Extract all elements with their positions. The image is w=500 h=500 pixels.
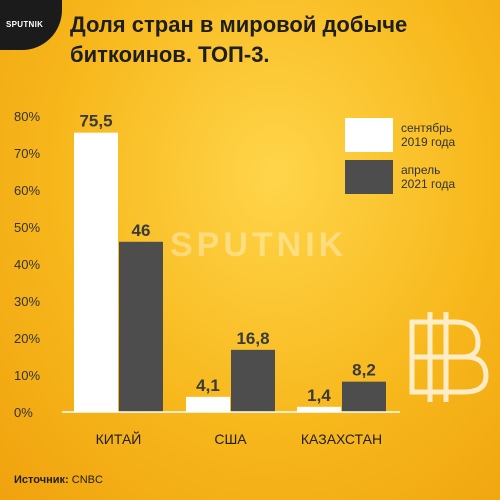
source-label: Источник:	[14, 474, 69, 486]
bar-usa-2021	[231, 349, 275, 412]
value-label-kazakhstan-2019: 1,4	[307, 386, 331, 405]
y-tick-label: 30%	[14, 294, 40, 309]
bar-kazakhstan-2021	[342, 381, 386, 412]
legend-label-2021: апрель 2021 года	[401, 163, 481, 191]
y-tick-label: 20%	[14, 331, 40, 346]
y-tick-label: 80%	[14, 109, 40, 124]
legend-2021-line2: 2021 года	[401, 177, 456, 191]
y-tick-label: 70%	[14, 146, 40, 161]
legend-2019-line2: 2019 года	[401, 135, 456, 149]
bitcoin-icon	[409, 312, 489, 402]
category-label-usa: США	[214, 431, 247, 447]
source-value: CNBC	[71, 474, 103, 486]
bar-china-2021	[119, 241, 163, 412]
category-label-kazakhstan: КАЗАХСТАН	[301, 431, 382, 447]
logo-text: SPUTNIK	[6, 20, 44, 29]
legend-item-2021: апрель 2021 года	[345, 160, 481, 194]
value-label-china-2021: 46	[132, 221, 151, 240]
legend-2019-line1: сентябрь	[401, 121, 453, 135]
value-label-china-2019: 75,5	[79, 112, 112, 131]
legend-swatch-2021	[345, 160, 393, 194]
y-tick-label: 10%	[14, 368, 40, 383]
category-label-china: КИТАЙ	[96, 430, 142, 447]
value-label-usa-2021: 16,8	[236, 329, 269, 348]
page-title: Доля стран в мировой добыче биткоинов. Т…	[70, 12, 408, 67]
legend-2021-line1: апрель	[401, 163, 441, 177]
watermark: SPUTNIK	[170, 226, 348, 264]
y-tick-label: 40%	[14, 257, 40, 272]
y-tick-label: 60%	[14, 183, 40, 198]
legend-label-2019: сентябрь 2019 года	[401, 121, 481, 149]
value-label-kazakhstan-2021: 8,2	[352, 361, 376, 380]
bar-china-2019	[74, 132, 118, 412]
legend-item-2019: сентябрь 2019 года	[345, 118, 481, 152]
y-tick-label: 50%	[14, 220, 40, 235]
value-label-usa-2019: 4,1	[196, 376, 220, 395]
bar-usa-2019	[186, 396, 230, 412]
y-tick-label: 0%	[14, 405, 33, 420]
bar-kazakhstan-2019	[297, 406, 341, 412]
source-note: Источник: CNBC	[14, 474, 103, 486]
sputnik-logo: SPUTNIK	[0, 0, 62, 50]
legend-swatch-2019	[345, 118, 393, 152]
